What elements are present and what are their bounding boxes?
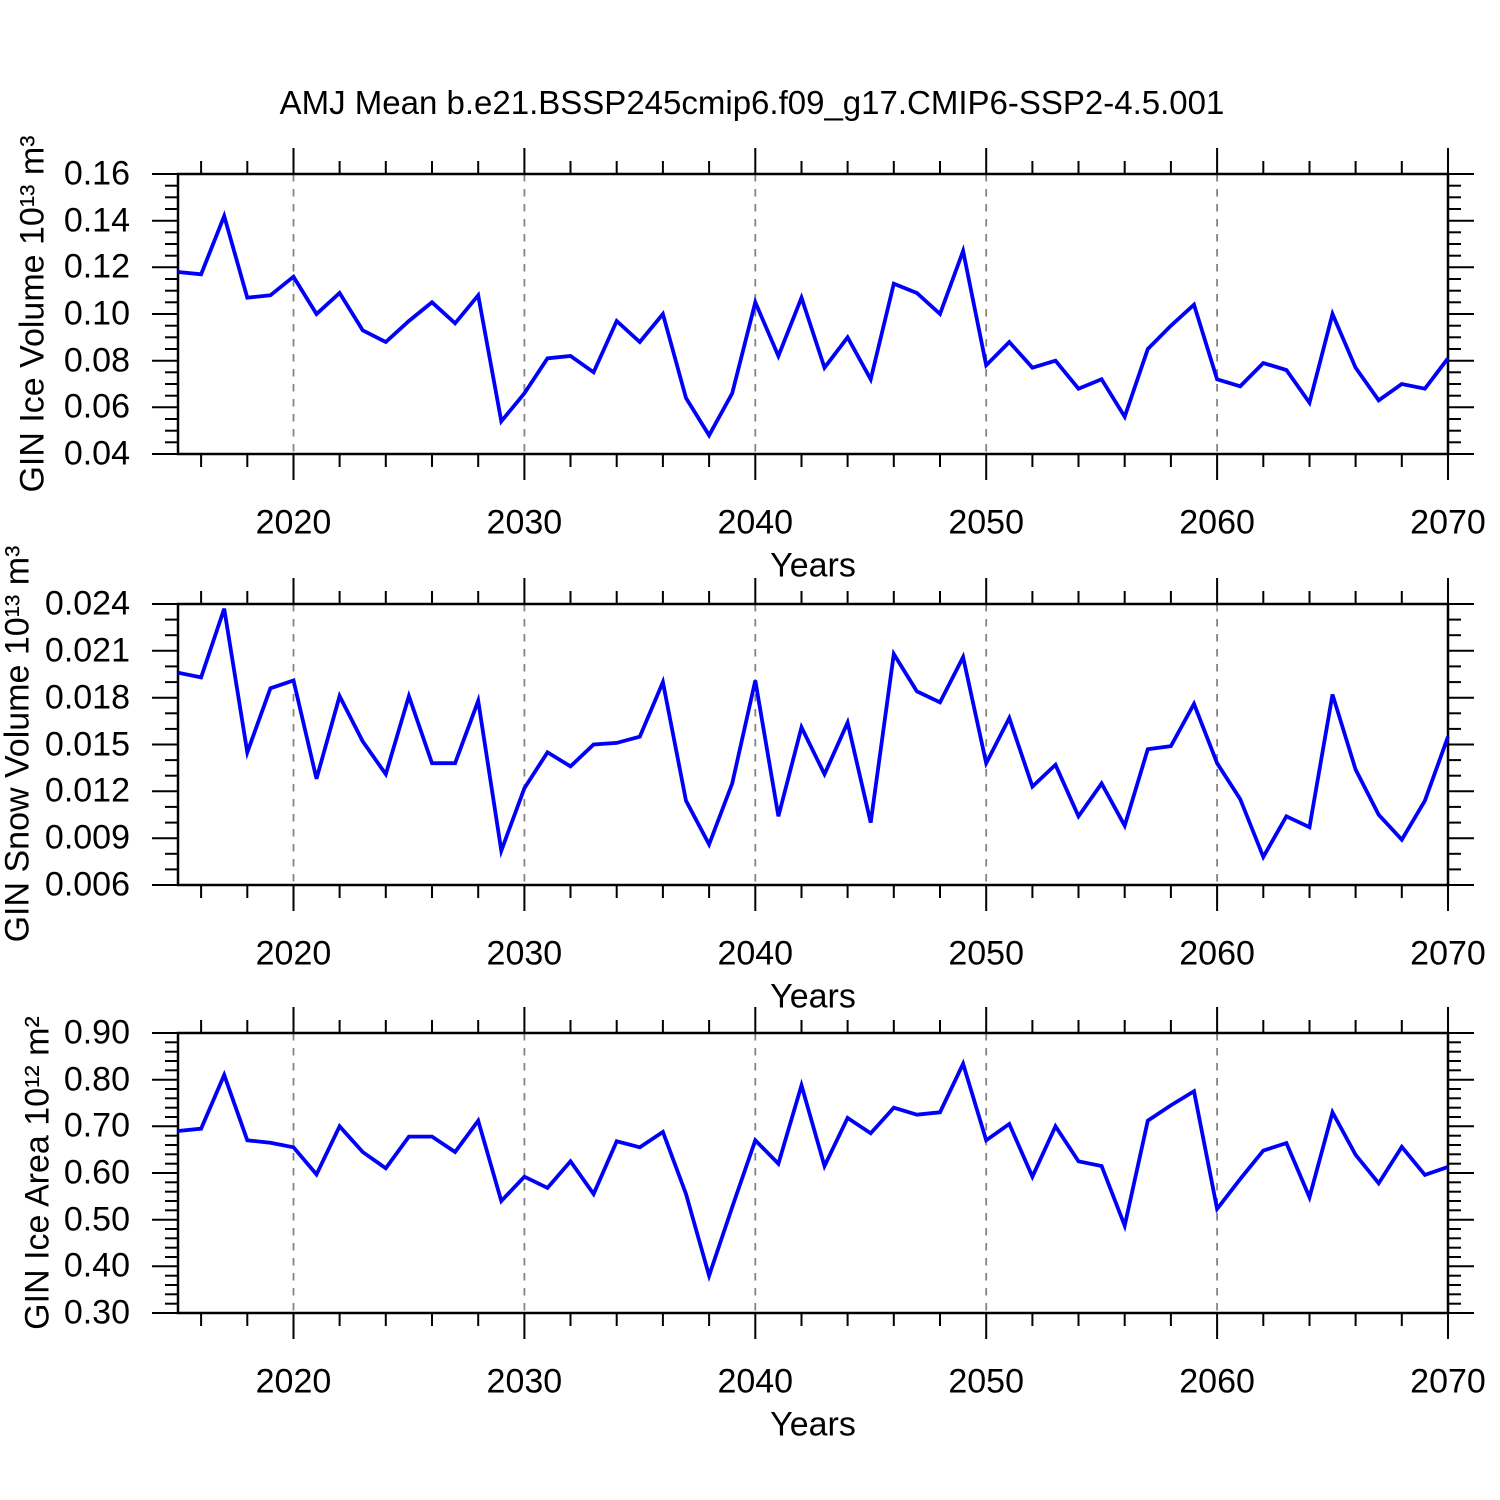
x-tick-label: 2050 [948, 1362, 1024, 1401]
x-tick-label: 2070 [1410, 934, 1486, 973]
y-tick-label: 0.08 [63, 341, 130, 380]
x-tick-label: 2060 [1179, 503, 1255, 542]
y-tick-label: 0.14 [63, 201, 130, 240]
y-tick-label: 0.009 [44, 818, 130, 857]
x-tick-label: 2020 [255, 503, 332, 542]
y-tick-label: 0.10 [63, 294, 130, 333]
x-tick-label: 2040 [717, 1362, 794, 1401]
plot-frame [176, 602, 1450, 887]
y-tick-label: 0.80 [63, 1060, 130, 1099]
data-line [177, 210, 1450, 440]
y-tick-label: 0.60 [63, 1153, 130, 1192]
y-tick-label: 0.006 [44, 865, 130, 904]
y-tick-label: 0.021 [44, 631, 130, 670]
x-axis-label-years-middle: Years [770, 977, 856, 1016]
y-tick-label: 0.12 [63, 247, 130, 286]
y-tick-label: 0.04 [63, 434, 130, 473]
x-tick-label: 2050 [948, 503, 1024, 542]
y-tick-label: 0.16 [63, 154, 130, 193]
data-line [177, 1058, 1449, 1283]
x-axis-label-years-bottom: Years [770, 1405, 856, 1444]
x-axis-label-years-top: Years [770, 546, 856, 585]
y-axis-label-snow-volume: GIN Snow Volume 10¹³ m³ [0, 545, 37, 943]
x-tick-label: 2030 [486, 503, 563, 542]
y-tick-label: 0.018 [44, 678, 130, 717]
x-tick-label: 2070 [1410, 503, 1486, 542]
y-tick-label: 0.30 [63, 1293, 130, 1332]
x-tick-label: 2030 [486, 1362, 563, 1401]
x-tick-label: 2060 [1179, 934, 1255, 973]
x-tick-label: 2040 [717, 503, 794, 542]
x-tick-label: 2060 [1179, 1362, 1255, 1401]
x-tick-label: 2030 [486, 934, 563, 973]
figure-title: AMJ Mean b.e21.BSSP245cmip6.f09_g17.CMIP… [279, 84, 1225, 121]
x-tick-label: 2070 [1410, 1362, 1486, 1401]
y-tick-label: 0.90 [63, 1013, 130, 1052]
y-tick-label: 0.015 [44, 725, 130, 763]
y-tick-label: 0.70 [63, 1106, 130, 1145]
y-tick-label: 0.50 [63, 1200, 130, 1239]
data-line [177, 608, 1450, 862]
plot-frame [176, 172, 1450, 456]
y-tick-label: 0.024 [44, 584, 130, 623]
x-tick-label: 2020 [255, 934, 332, 973]
x-tick-label: 2020 [255, 1362, 332, 1401]
plot-frame [176, 1031, 1450, 1315]
x-tick-label: 2040 [717, 934, 794, 973]
y-axis-label-ice-area: GIN Ice Area 10¹² m² [18, 1016, 57, 1330]
y-tick-label: 0.40 [63, 1246, 130, 1285]
y-tick-label: 0.012 [44, 771, 130, 810]
x-tick-label: 2050 [948, 934, 1024, 973]
y-tick-label: 0.06 [63, 387, 130, 426]
y-axis-label-ice-volume: GIN Ice Volume 10¹³ m³ [13, 135, 52, 493]
